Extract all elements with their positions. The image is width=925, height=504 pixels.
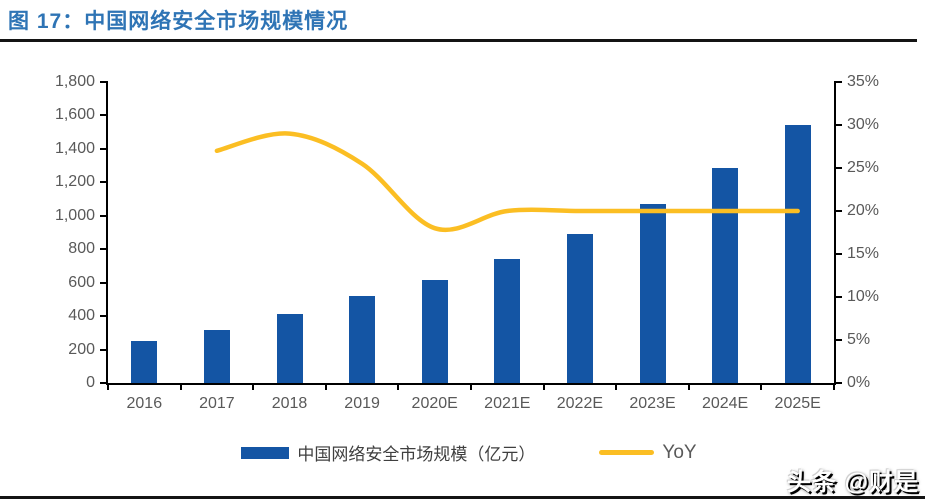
right-axis-tick — [834, 382, 842, 384]
x-axis-label-2024E: 2024E — [701, 395, 749, 412]
x-axis-label-2023E: 2023E — [629, 395, 676, 412]
x-axis-label-2017: 2017 — [199, 395, 235, 412]
x-axis-tick — [179, 383, 182, 390]
left-axis-label: 1,800 — [54, 73, 95, 90]
left-axis-label: 400 — [68, 307, 95, 325]
right-axis-label: 15% — [847, 245, 880, 262]
x-axis-label-2019: 2019 — [344, 395, 380, 412]
line-series-label: YoY — [662, 441, 697, 463]
bar-2022E — [566, 234, 593, 383]
left-axis-tick — [100, 181, 108, 184]
x-axis-tick — [760, 383, 763, 390]
plot-area: 0 200 400 600 800 1,000 1,200 1,400 1,600 1,800 0… — [55, 73, 879, 412]
right-axis-tick — [834, 167, 842, 169]
bottom-divider — [0, 496, 925, 499]
right-axis-label: 25% — [847, 159, 880, 176]
right-axis-label: 30% — [847, 116, 880, 133]
yoy-line-path — [214, 131, 800, 232]
right-axis-tick — [834, 81, 842, 83]
bar-series-label: 中国网络安全市场规模（亿元） — [297, 445, 536, 464]
left-axis-tick — [100, 114, 108, 117]
x-axis-label-2025E: 2025E — [774, 395, 821, 412]
x-axis-label-2020E: 2020E — [411, 395, 458, 412]
bar-series-swatch — [241, 446, 290, 459]
bar-2023E — [639, 204, 666, 383]
bar-2019 — [349, 296, 376, 383]
right-axis-tick — [834, 124, 842, 126]
x-axis-tick — [397, 383, 400, 390]
right-axis-label: 5% — [847, 331, 871, 348]
right-axis-tick — [834, 210, 842, 212]
x-axis-tick — [107, 383, 109, 390]
left-axis-label: 600 — [68, 273, 95, 291]
x-axis-label-2022E: 2022E — [556, 395, 604, 412]
bar-2021E — [494, 259, 521, 383]
bar-2018 — [276, 313, 303, 383]
yoy-line-series — [214, 131, 800, 232]
left-axis-label: 1,000 — [54, 206, 95, 224]
line-series-swatch — [599, 450, 655, 455]
left-axis-tick — [100, 315, 108, 318]
right-axis-label: 10% — [847, 288, 880, 305]
left-axis-tick — [100, 147, 108, 150]
x-axis-label-2018: 2018 — [271, 395, 308, 412]
legend-item-yoy: YoY — [599, 441, 697, 464]
x-axis-tick — [833, 383, 835, 390]
x-axis-tick — [470, 383, 472, 390]
left-axis-label: 0 — [86, 374, 95, 391]
right-axis-label: 20% — [847, 202, 880, 219]
figure-title: 图 17：中国网络安全市场规模情况 — [8, 10, 349, 33]
bar-2017 — [203, 329, 230, 383]
x-axis-label-2021E: 2021E — [484, 395, 531, 412]
x-axis-label-2016: 2016 — [126, 395, 163, 412]
x-axis-tick — [542, 383, 545, 390]
left-axis-tick — [100, 382, 108, 384]
watermark: 头条 @财是 — [786, 469, 919, 496]
left-axis-tick — [100, 281, 108, 284]
right-axis-tick — [834, 296, 842, 298]
bar-2025E — [784, 125, 811, 383]
title-divider — [0, 39, 917, 42]
chart-legend: 中国网络安全市场规模（亿元） YoY — [106, 440, 832, 465]
bar-2024E — [712, 168, 739, 383]
bar-2016 — [131, 341, 158, 383]
bar-2020E — [421, 280, 448, 383]
right-axis-tick — [834, 253, 842, 255]
left-axis-tick — [100, 348, 108, 351]
left-axis-tick — [100, 81, 108, 83]
legend-item-market-size: 中国网络安全市场规模（亿元） — [241, 440, 535, 465]
left-axis-label: 1,200 — [54, 173, 95, 191]
left-axis-tick — [100, 248, 108, 251]
right-axis-label: 35% — [847, 73, 880, 90]
left-axis-label: 200 — [68, 340, 95, 358]
left-axis-label: 1,400 — [54, 139, 95, 157]
x-axis-tick — [687, 383, 690, 390]
left-axis-tick — [100, 214, 108, 217]
x-axis-tick — [615, 383, 618, 390]
x-axis-tick — [324, 383, 327, 390]
right-axis-tick — [834, 339, 842, 341]
left-axis-label: 800 — [68, 240, 95, 258]
left-axis-label: 1,600 — [54, 106, 95, 124]
x-axis-tick — [252, 383, 255, 390]
right-axis-label: 0% — [847, 374, 871, 391]
